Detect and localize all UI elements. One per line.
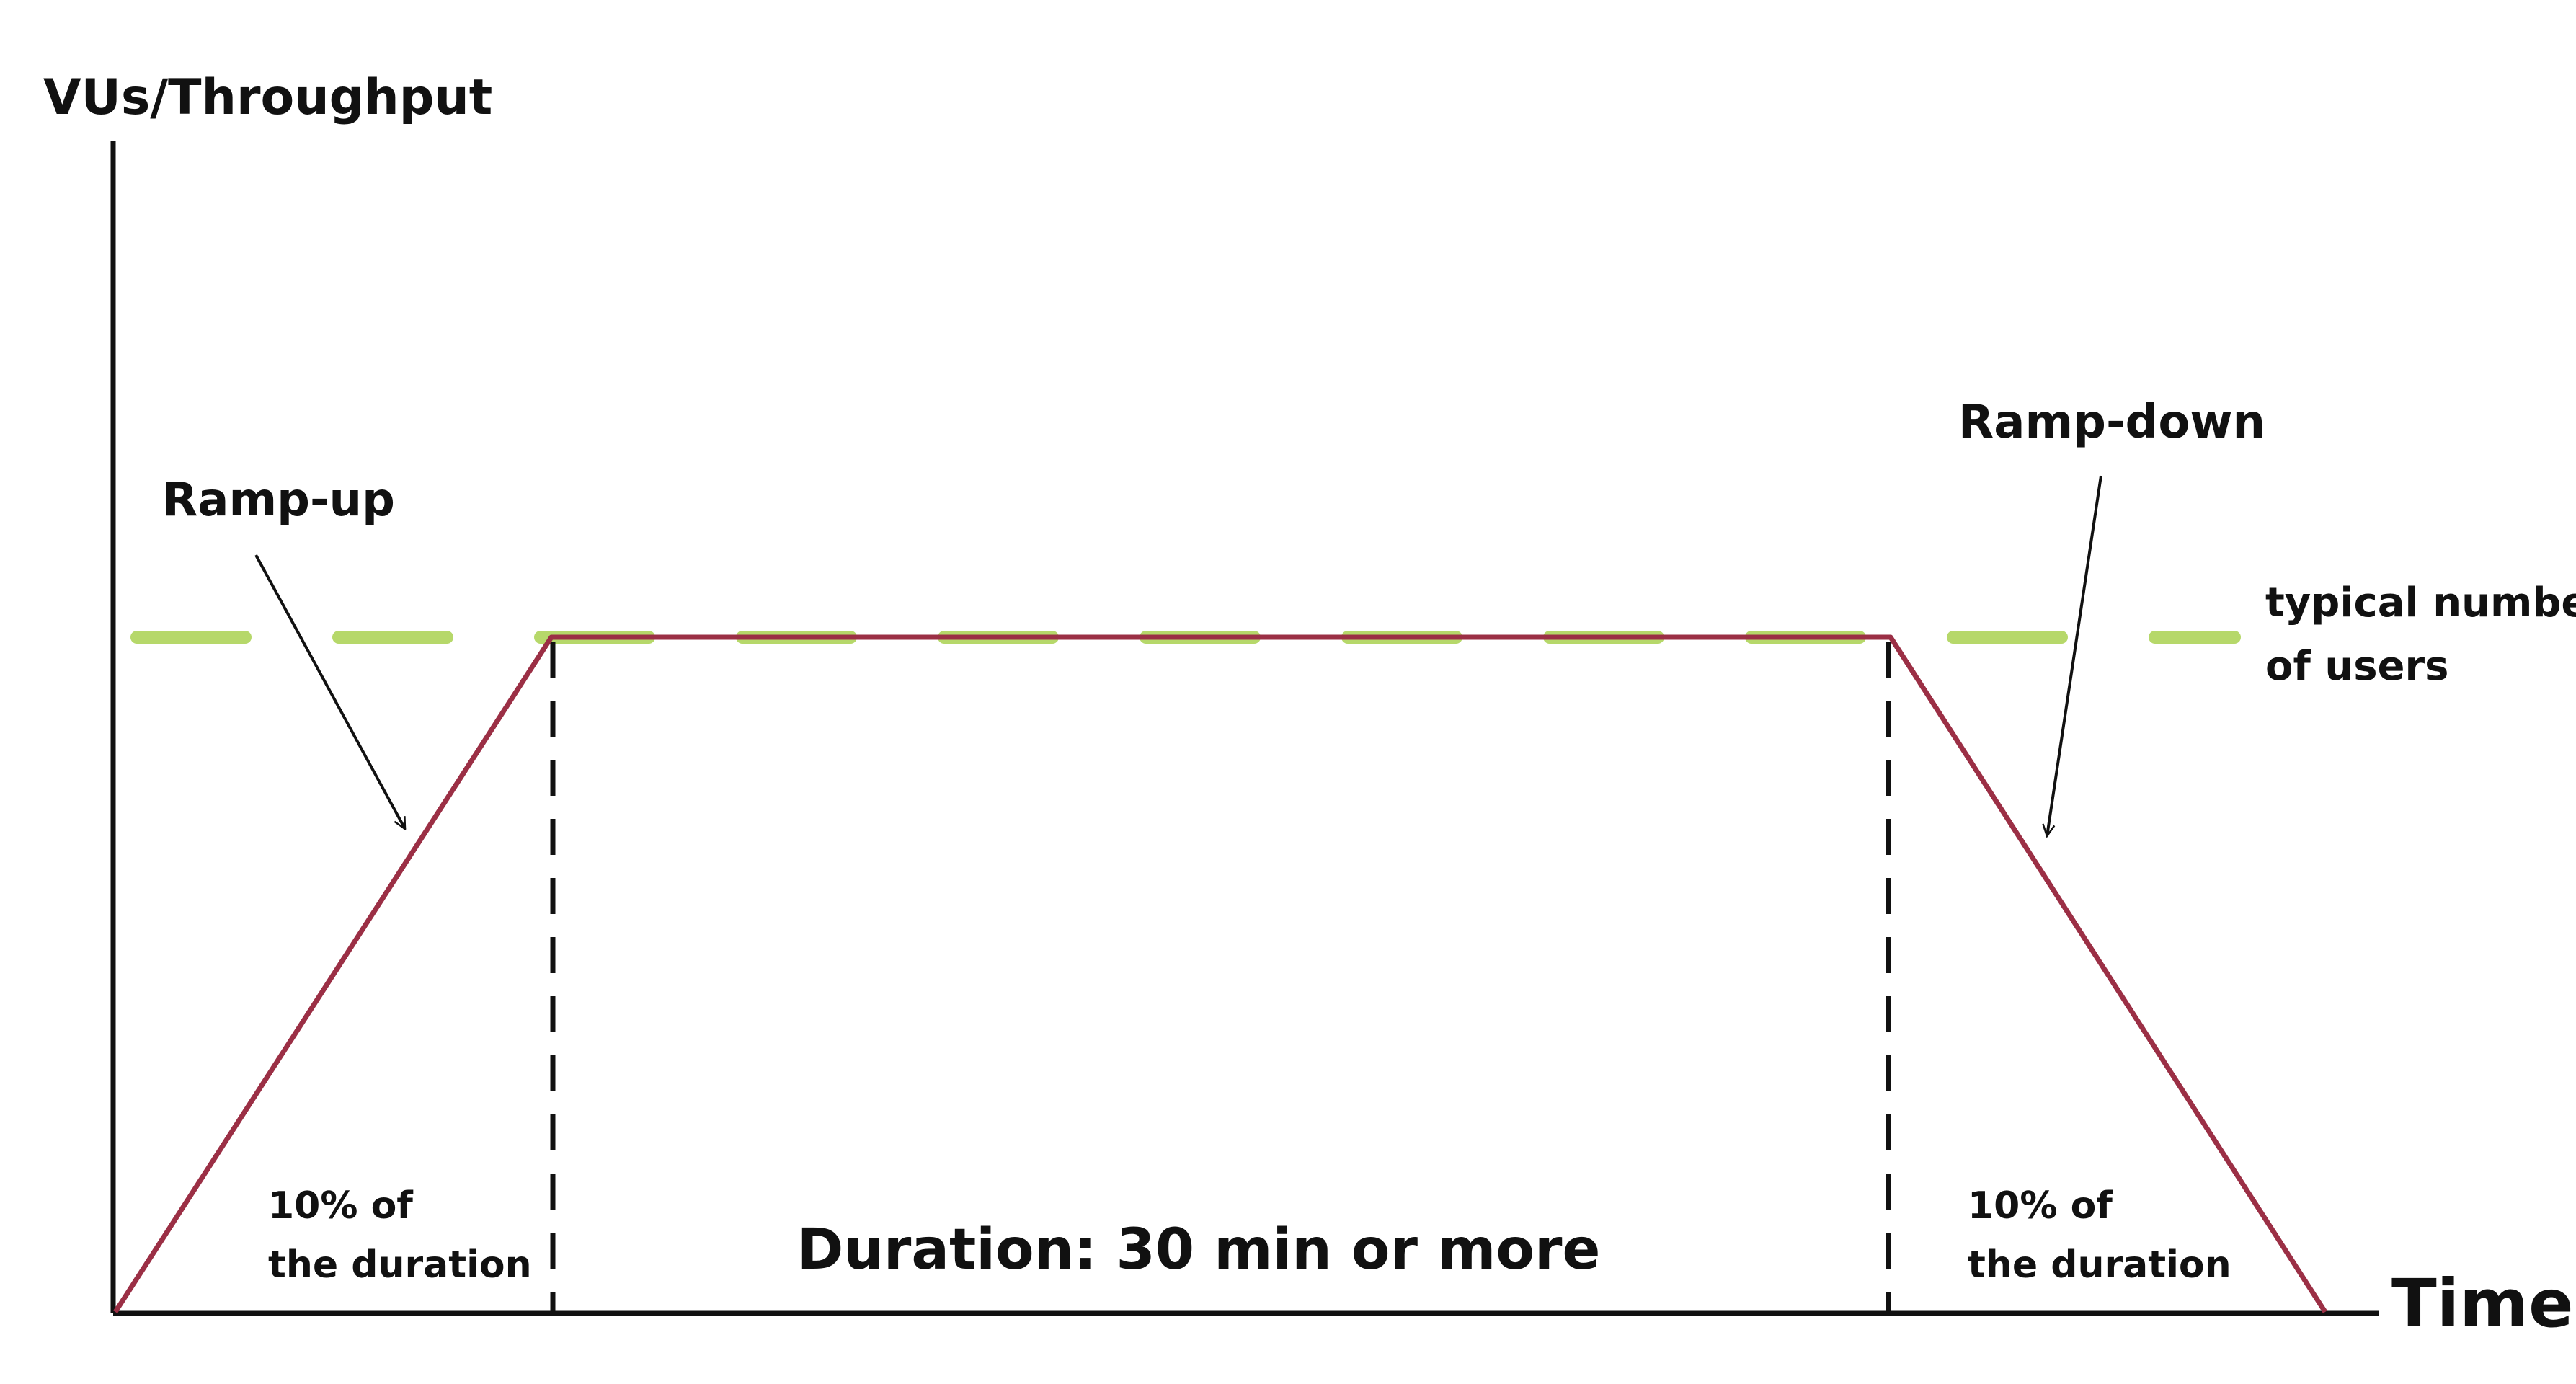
ramp-up-arrow	[254, 554, 407, 829]
ramp-up-duration-line1: 10% of	[268, 1184, 414, 1228]
ramp-up-duration-line2: the duration	[268, 1243, 532, 1287]
x-axis-label: Time	[2391, 1265, 2574, 1342]
ramp-down-duration-line1: 10% of	[1968, 1184, 2113, 1228]
ramp-down-arrow	[2047, 475, 2102, 836]
y-axis-label: VUs/Throughput	[43, 69, 492, 126]
ramp-up-label: Ramp-up	[162, 474, 395, 527]
typical-users-label-line1: typical number	[2265, 580, 2576, 626]
typical-users-label-line2: of users	[2265, 643, 2448, 690]
ramp-down-label: Ramp-down	[1958, 396, 2265, 449]
steady-duration-label: Duration: 30 min or more	[797, 1217, 1601, 1282]
ramp-down-duration-line2: the duration	[1968, 1243, 2231, 1287]
load-profile-line	[113, 634, 2327, 1313]
